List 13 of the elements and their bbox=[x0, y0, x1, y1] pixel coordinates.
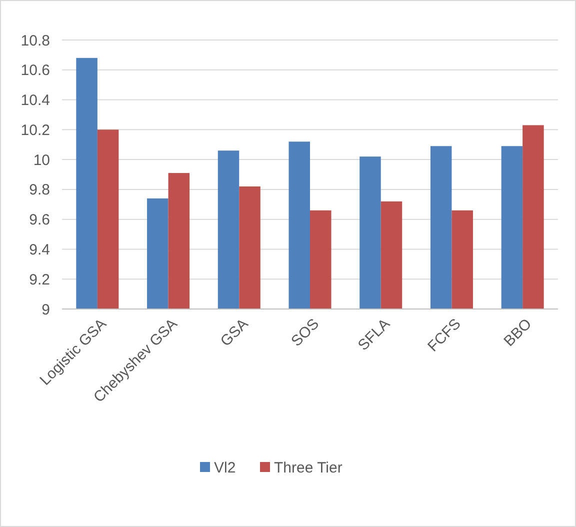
y-tick-label: 9 bbox=[42, 301, 50, 318]
legend-label: Vl2 bbox=[214, 459, 236, 476]
y-tick-label: 10.8 bbox=[20, 32, 50, 50]
legend-label: Three Tier bbox=[274, 459, 342, 476]
y-tick-label: 9.2 bbox=[29, 271, 50, 288]
y-tick-label: 10.4 bbox=[20, 92, 50, 110]
y-tick-label: 9.4 bbox=[29, 241, 50, 258]
x-tick-label: GSA bbox=[217, 316, 252, 350]
y-tick-label: 9.6 bbox=[29, 212, 50, 229]
y-tick-label: 10 bbox=[33, 152, 50, 169]
y-tick-label: 9.8 bbox=[29, 182, 50, 199]
y-tick-label: 10.2 bbox=[20, 122, 50, 139]
y-tick-label: 10.6 bbox=[20, 62, 50, 80]
